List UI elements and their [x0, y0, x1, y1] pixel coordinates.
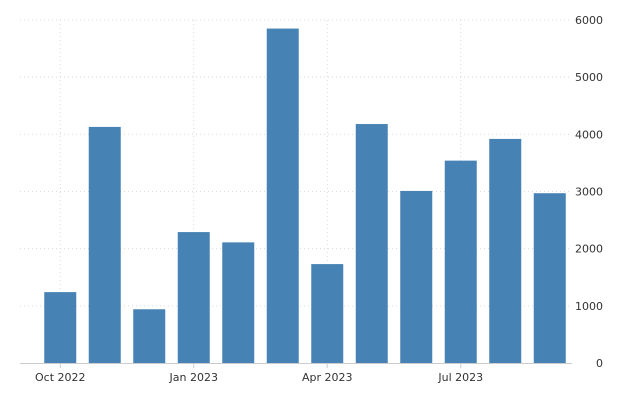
bars	[44, 28, 566, 363]
bar-apr-2023	[311, 264, 344, 363]
y-tick-label: 2000	[575, 243, 603, 256]
bar-feb-2023	[222, 242, 255, 363]
bar-may-2023	[355, 124, 388, 363]
bar-jul-2023	[444, 160, 477, 363]
bar-aug-2023	[489, 138, 522, 363]
x-tick-label: Jul 2023	[437, 371, 483, 384]
y-tick-label: 6000	[575, 14, 603, 27]
bar-oct-2022	[44, 292, 77, 363]
y-tick-label: 0	[596, 357, 603, 370]
y-tick-label: 5000	[575, 71, 603, 84]
bar-nov-2022	[88, 126, 121, 363]
x-tick-label: Jan 2023	[169, 371, 218, 384]
bar-jun-2023	[400, 190, 433, 363]
bar-mar-2023	[266, 28, 299, 363]
bar-dec-2022	[133, 309, 166, 363]
y-tick-label: 3000	[575, 186, 603, 199]
x-tick-label: Oct 2022	[35, 371, 86, 384]
x-tick-label: Apr 2023	[302, 371, 353, 384]
y-tick-label: 4000	[575, 128, 603, 141]
bar-sep-2023	[533, 193, 566, 363]
x-axis-ticks: Oct 2022 Jan 2023 Apr 2023 Jul 2023	[35, 363, 483, 384]
bar-jan-2023	[177, 232, 210, 363]
y-axis-ticks: 0 1000 2000 3000 4000 5000 6000	[575, 14, 603, 370]
y-tick-label: 1000	[575, 300, 603, 313]
